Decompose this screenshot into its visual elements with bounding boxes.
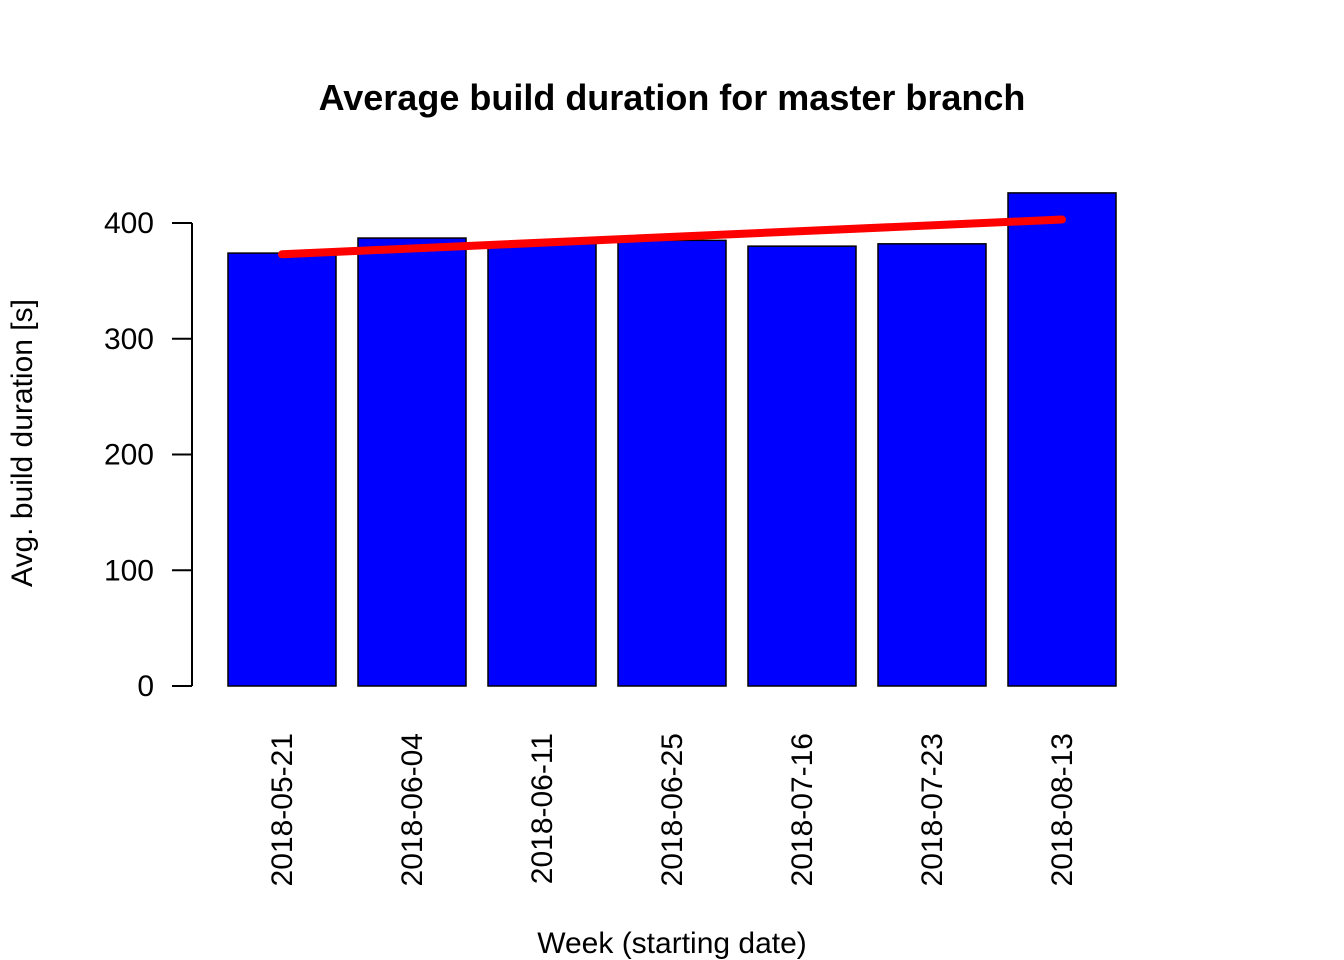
chart-title: Average build duration for master branch <box>319 77 1026 118</box>
y-tick-label: 0 <box>137 670 154 703</box>
bar <box>357 237 467 687</box>
bar <box>877 243 987 687</box>
bar <box>227 252 337 687</box>
bar <box>747 245 857 687</box>
x-tick-label: 2018-05-21 <box>266 733 299 886</box>
bars <box>227 192 1117 687</box>
x-tick-label: 2018-07-23 <box>916 733 949 886</box>
x-tick-label: 2018-08-13 <box>1046 733 1079 886</box>
y-axis: 0 100 200 300 400 <box>104 207 193 703</box>
y-axis-label: Avg. build duration [s] <box>6 299 39 587</box>
bar <box>617 239 727 687</box>
x-tick-label: 2018-06-25 <box>656 733 689 886</box>
bar <box>1007 192 1117 687</box>
trend-line <box>278 215 1066 259</box>
x-tick-labels: 2018-05-21 2018-06-04 2018-06-11 2018-06-25… <box>266 733 1079 886</box>
x-tick-label: 2018-06-04 <box>396 733 429 886</box>
y-tick-label: 300 <box>104 323 154 356</box>
y-tick-label: 100 <box>104 554 154 587</box>
x-tick-label: 2018-06-11 <box>526 733 559 884</box>
y-tick-label: 200 <box>104 439 154 472</box>
trend-line-group <box>278 215 1066 259</box>
bar <box>487 243 597 687</box>
y-tick-label: 400 <box>104 207 154 240</box>
x-axis-label: Week (starting date) <box>537 927 807 960</box>
x-tick-label: 2018-07-16 <box>786 733 819 886</box>
